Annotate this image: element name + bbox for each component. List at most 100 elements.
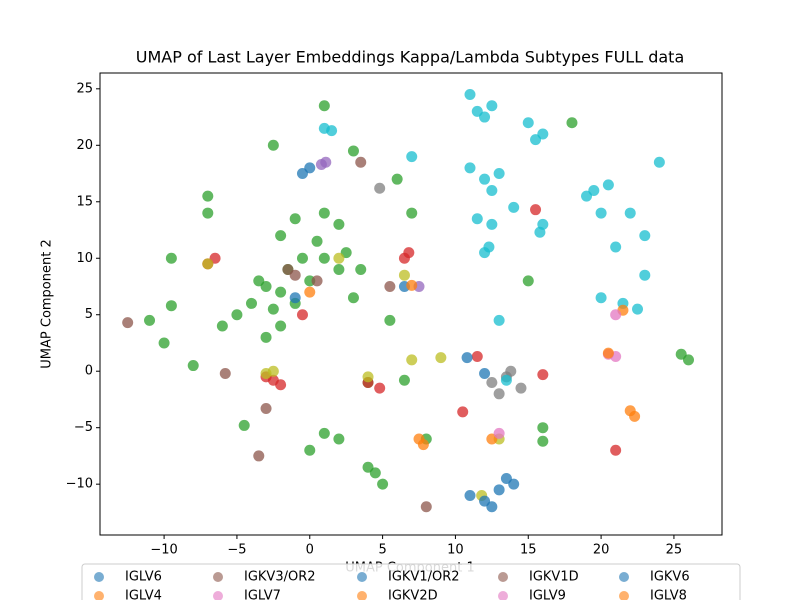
point bbox=[253, 450, 265, 462]
legend-label: IGKV1/OR2 bbox=[388, 570, 460, 585]
y-tick-label: 0 bbox=[85, 364, 93, 379]
point bbox=[202, 190, 214, 202]
point bbox=[296, 309, 308, 321]
point bbox=[486, 501, 498, 513]
point bbox=[311, 275, 323, 287]
y-tick-label: 10 bbox=[76, 251, 93, 266]
point bbox=[289, 213, 301, 225]
point bbox=[457, 406, 469, 418]
point bbox=[493, 388, 505, 400]
point bbox=[595, 292, 607, 304]
point bbox=[486, 100, 498, 112]
y-tick-label: −10 bbox=[66, 477, 93, 492]
point bbox=[398, 374, 410, 386]
y-tick-label: 5 bbox=[85, 307, 93, 322]
point bbox=[355, 264, 367, 276]
point bbox=[158, 337, 170, 349]
point bbox=[369, 467, 381, 479]
point bbox=[384, 280, 396, 292]
point bbox=[219, 367, 231, 379]
point bbox=[296, 252, 308, 264]
legend-label: IGKV1D bbox=[529, 570, 579, 585]
point bbox=[420, 501, 432, 513]
point bbox=[187, 360, 199, 372]
chart-title: UMAP of Last Layer Embeddings Kappa/Lamb… bbox=[136, 48, 685, 67]
point bbox=[522, 117, 534, 129]
x-tick-label: 20 bbox=[593, 543, 610, 558]
point bbox=[374, 182, 386, 194]
point bbox=[347, 292, 359, 304]
point bbox=[508, 201, 520, 213]
point bbox=[537, 218, 549, 230]
point bbox=[493, 168, 505, 180]
point bbox=[483, 241, 495, 253]
legend-label: IGLV8 bbox=[650, 589, 687, 600]
point bbox=[530, 204, 542, 216]
point bbox=[537, 369, 549, 381]
y-tick-label: 20 bbox=[76, 138, 93, 153]
x-tick-label: −5 bbox=[227, 543, 246, 558]
point bbox=[202, 207, 214, 219]
point bbox=[384, 314, 396, 326]
point bbox=[326, 125, 338, 137]
legend-marker bbox=[213, 591, 223, 600]
point bbox=[202, 258, 214, 270]
point bbox=[304, 286, 316, 298]
point bbox=[333, 218, 345, 230]
point bbox=[464, 489, 476, 501]
point bbox=[296, 168, 308, 180]
point bbox=[493, 484, 505, 496]
point bbox=[602, 179, 614, 191]
point bbox=[275, 230, 287, 242]
point bbox=[289, 292, 301, 304]
point bbox=[318, 252, 330, 264]
point bbox=[398, 269, 410, 281]
point bbox=[602, 347, 614, 359]
legend-marker bbox=[357, 572, 367, 582]
y-axis-label: UMAP Component 2 bbox=[40, 239, 55, 368]
point bbox=[464, 162, 476, 174]
legend-box bbox=[81, 563, 741, 600]
x-tick-label: 10 bbox=[447, 543, 464, 558]
point bbox=[275, 320, 287, 332]
point bbox=[624, 207, 636, 219]
point bbox=[122, 317, 134, 329]
point bbox=[406, 151, 418, 163]
point bbox=[682, 354, 694, 366]
point bbox=[275, 379, 287, 391]
point bbox=[581, 190, 593, 202]
legend-marker bbox=[619, 591, 629, 600]
legend-marker bbox=[357, 591, 367, 600]
y-tick-label: 25 bbox=[76, 81, 93, 96]
point bbox=[333, 252, 345, 264]
point bbox=[282, 264, 294, 276]
point bbox=[260, 367, 272, 379]
point bbox=[253, 275, 265, 287]
point bbox=[486, 218, 498, 230]
point bbox=[374, 382, 386, 394]
x-tick-label: 0 bbox=[306, 543, 314, 558]
legend-marker bbox=[619, 572, 629, 582]
legend-marker bbox=[498, 591, 508, 600]
point bbox=[245, 297, 257, 309]
point bbox=[493, 427, 505, 439]
point bbox=[500, 473, 512, 485]
point bbox=[464, 88, 476, 100]
y-tick-label: −5 bbox=[74, 420, 93, 435]
axes-frame bbox=[99, 72, 723, 536]
point bbox=[486, 184, 498, 196]
plot-area bbox=[122, 88, 694, 513]
point bbox=[479, 173, 491, 185]
legend-marker bbox=[213, 572, 223, 582]
point bbox=[362, 371, 374, 383]
point bbox=[318, 207, 330, 219]
point bbox=[403, 247, 415, 259]
point bbox=[486, 377, 498, 389]
legend-label: IGLV7 bbox=[244, 589, 281, 600]
point bbox=[522, 275, 534, 287]
point bbox=[347, 145, 359, 157]
x-tick-label: 5 bbox=[378, 543, 386, 558]
point bbox=[333, 433, 345, 445]
point bbox=[566, 117, 578, 129]
point bbox=[406, 354, 418, 366]
